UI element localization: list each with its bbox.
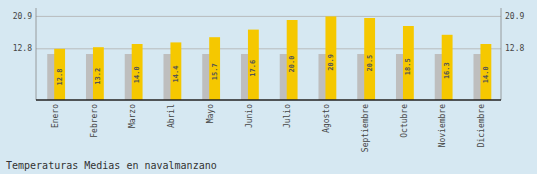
data-label: 20.5 — [366, 55, 374, 72]
bars — [47, 16, 491, 100]
y-tick-label: 20.9 — [13, 12, 32, 21]
bar — [396, 54, 404, 100]
bar — [287, 20, 298, 100]
grid-line — [36, 48, 501, 49]
x-tick-label: Julio — [283, 104, 292, 128]
chart-container: 12.8 13.2 14.0 14.4 15.7 17.6 20.0 20.9 20.5 18.5… — [0, 0, 537, 174]
grid-line — [36, 16, 501, 17]
y2-axis-line — [501, 8, 502, 100]
bar — [280, 54, 288, 100]
x-tick-label: Septiembre — [361, 104, 370, 152]
bar — [473, 54, 481, 100]
data-label: 14.0 — [482, 66, 490, 83]
bar — [209, 37, 220, 100]
bar — [480, 44, 491, 100]
x-tick-label: Marzo — [128, 104, 137, 128]
bar — [47, 54, 55, 100]
bar — [248, 30, 259, 100]
data-label: 16.3 — [443, 62, 451, 79]
background — [0, 0, 537, 174]
y2-tick-label: 20.9 — [505, 12, 524, 21]
bar — [132, 44, 143, 100]
x-tick-label: Junio — [245, 104, 254, 128]
bar — [325, 16, 336, 100]
bar — [364, 18, 375, 100]
data-label: 20.9 — [327, 54, 335, 71]
bar — [241, 54, 249, 100]
bar — [442, 35, 453, 100]
x-tick-label: Diciembre — [477, 104, 486, 148]
x-tick-label: Abril — [167, 104, 176, 128]
y-axis-line — [36, 8, 37, 100]
bar — [93, 47, 104, 100]
bar — [357, 54, 365, 100]
data-labels: 12.8 13.2 14.0 14.4 15.7 17.6 20.0 20.9 20.5 18.5… — [56, 54, 490, 85]
x-tick-label: Febrero — [90, 104, 99, 138]
bar — [170, 42, 181, 100]
chart: 12.8 13.2 14.0 14.4 15.7 17.6 20.0 20.9 20.5 18.5… — [0, 0, 537, 174]
bar — [435, 54, 443, 100]
x-tick-label: Noviembre — [438, 104, 447, 148]
bar — [163, 54, 171, 100]
data-label: 13.2 — [94, 68, 102, 85]
data-label: 18.5 — [404, 58, 412, 75]
bar — [318, 54, 326, 100]
data-label: 15.7 — [211, 63, 219, 80]
x-axis-line — [36, 99, 501, 101]
x-tick-label: Mayo — [206, 104, 215, 123]
data-label: 17.6 — [249, 60, 257, 77]
data-label: 14.0 — [133, 66, 141, 83]
bar — [54, 49, 65, 100]
x-tick-label: Enero — [51, 104, 60, 128]
data-label: 12.8 — [56, 69, 64, 86]
y-tick-label: 12.8 — [13, 44, 32, 53]
bar — [202, 54, 210, 100]
title: Temperaturas Medias en navalmanzano — [6, 160, 217, 171]
bar — [403, 26, 414, 100]
y2-tick-label: 12.8 — [505, 44, 524, 53]
bar — [125, 54, 133, 100]
data-label: 14.4 — [172, 66, 180, 83]
x-tick-label: Octubre — [400, 104, 409, 138]
bar — [86, 54, 94, 100]
x-tick-label: Agosto — [322, 104, 331, 133]
data-label: 20.0 — [288, 56, 296, 73]
